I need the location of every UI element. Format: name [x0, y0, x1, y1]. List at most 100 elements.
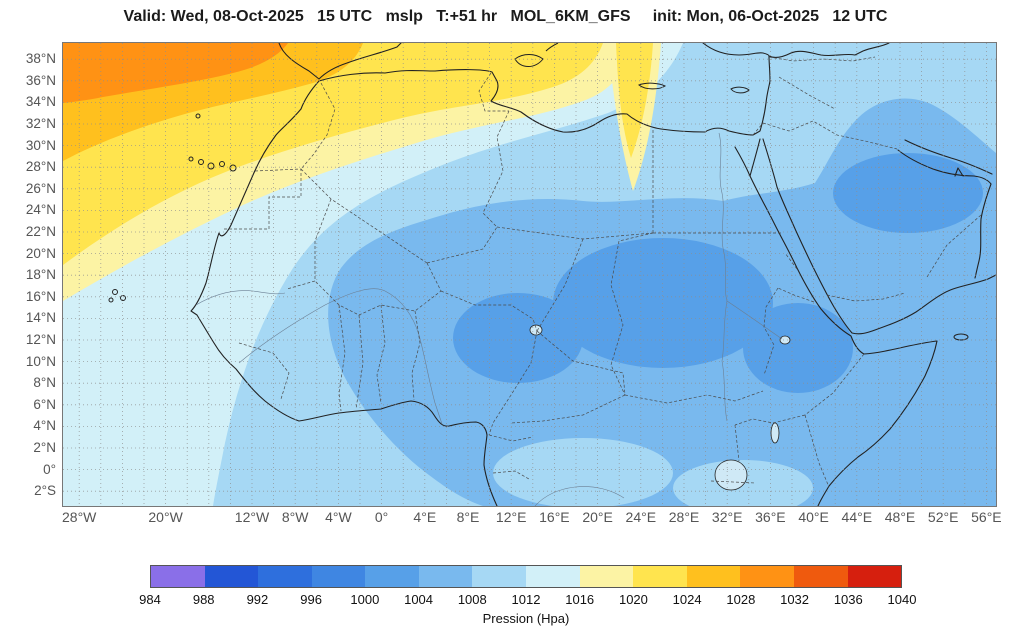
africa-atlantic-coastline [190, 80, 498, 506]
colorbar-tick: 1012 [511, 592, 541, 607]
lon-tick-label: 8°E [456, 509, 480, 525]
arabia-coastline [762, 138, 996, 335]
colorbar-segment [365, 566, 419, 587]
lon-tick-label: 0° [374, 509, 389, 525]
colorbar-tick: 1004 [404, 592, 434, 607]
lat-tick-label: 22°N [25, 224, 56, 239]
lat-tick-label: 16°N [25, 288, 56, 304]
redsea-west-somalia-coastline [749, 175, 938, 506]
lon-tick-label: 12°W [234, 509, 270, 525]
colorbar-tick: 1020 [618, 592, 648, 607]
lake-tana [779, 335, 791, 345]
lon-tick-label: 28°E [668, 509, 700, 525]
lat-tick-label: 36°N [25, 72, 56, 88]
colorbar-segment [418, 566, 473, 587]
field-1000-1004-arabia [833, 153, 983, 233]
turkey-coastline [702, 43, 890, 58]
colorbar-caption: Pression (Hpa) [482, 611, 570, 626]
colorbar-segment [740, 566, 794, 587]
lon-tick-label: 32°E [711, 509, 743, 525]
lat-tick-label: 28°N [25, 159, 56, 175]
colorbar-segment [204, 566, 259, 587]
colorbar-segment [579, 566, 634, 587]
congo-river [534, 486, 625, 506]
lon-tick-label: 52°E [927, 509, 959, 525]
colorbar-segment [151, 566, 205, 587]
lat-tick-label: 38°N [25, 51, 56, 67]
lon-tick-label: 4°W [325, 509, 352, 525]
blue-nile-river [726, 300, 783, 340]
nile-river [718, 132, 728, 422]
colorbar-tick: 1024 [672, 592, 702, 607]
lat-tick-label: 34°N [25, 94, 56, 110]
colorbar-gradient [150, 565, 902, 588]
lat-axis: 38°N 36°N 34°N 32°N 30°N 28°N 26°N 24°N 22°N 20°N… [0, 43, 58, 506]
lat-tick-label: 30°N [25, 137, 56, 153]
lat-tick-label: 2°S [34, 483, 56, 499]
lon-tick-label: 48°E [884, 509, 916, 525]
lat-tick-label: 10°N [25, 353, 56, 369]
lon-tick-label: 28°W [61, 509, 97, 525]
colorbar-tick: 1008 [457, 592, 487, 607]
lon-tick-label: 16°E [539, 509, 570, 525]
lon-tick-label: 20°W [148, 509, 183, 525]
socotra-island [953, 333, 969, 341]
lon-tick-label: 20°E [582, 509, 613, 525]
page-title: Valid: Wed, 08-Oct-2025 15 UTC mslp T:+5… [123, 8, 888, 25]
lon-tick-label: 56°E [971, 509, 1002, 525]
lon-tick-label: 8°W [281, 509, 309, 525]
colorbar-tick: 1040 [887, 592, 917, 607]
colorbar-tick: 1000 [350, 592, 380, 607]
field-1000-1004-niger [453, 293, 583, 383]
senegal-river [195, 290, 286, 306]
lon-tick-label: 36°E [755, 509, 786, 525]
lat-tick-label: 24°N [25, 202, 56, 218]
lat-tick-label: 14°N [25, 310, 56, 326]
canary-islands [188, 113, 237, 172]
rivers [195, 132, 783, 506]
lon-tick-label: 44°E [841, 509, 873, 525]
map-area [62, 42, 997, 507]
lon-axis: 28°W 20°W 12°W 8°W 4°W 0° 4°E 8°E 12°E 16°E 20°E 24… [61, 509, 1002, 531]
africa-mediterranean-coastline [318, 55, 771, 136]
pressure-map-image [63, 43, 996, 506]
lat-tick-label: 4°N [33, 418, 56, 434]
lat-tick-label: 26°N [25, 180, 56, 196]
field-1020-1024-sidra-wedge [616, 43, 653, 158]
lake-turkana [770, 422, 780, 444]
lat-tick-label: 6°N [33, 396, 56, 412]
lat-tick-label: 12°N [25, 332, 56, 347]
lake-victoria [714, 459, 748, 491]
colorbar-tick: 984 [139, 592, 161, 607]
colorbar-segment [258, 566, 312, 587]
sinai-coastline [734, 138, 761, 177]
colorbar-tick: 996 [300, 592, 322, 607]
persian-gulf-coastline [897, 139, 993, 279]
lat-tick-label: 2°N [33, 440, 56, 455]
colorbar: 984 988 992 996 1000 1004 1008 1012 1016 1020 1024… [139, 565, 916, 626]
country-borders [224, 56, 982, 488]
field-1008-1012-congo [493, 438, 673, 506]
colorbar-segment [633, 566, 687, 587]
lon-tick-label: 40°E [798, 509, 829, 525]
lon-tick-label: 24°E [625, 509, 657, 525]
lat-tick-label: 8°N [33, 375, 56, 391]
cape-verde-islands [108, 289, 126, 303]
colorbar-tick: 992 [246, 592, 269, 607]
colorbar-tick: 1016 [565, 592, 595, 607]
colorbar-segment [311, 566, 366, 587]
colorbar-segment [472, 566, 527, 587]
lon-tick-label: 4°E [413, 509, 437, 525]
colorbar-segment [847, 566, 902, 587]
field-1000-1004-ethiopia [743, 303, 853, 393]
lon-tick-label: 12°E [495, 509, 527, 525]
field-1028-1032-core [63, 43, 288, 103]
colorbar-tick-labels: 984 988 992 996 1000 1004 1008 1012 1016 1020 1024… [139, 592, 916, 609]
colorbar-segment [793, 566, 848, 587]
colorbar-segment [686, 566, 741, 587]
colorbar-tick: 1032 [780, 592, 810, 607]
lat-tick-label: 20°N [25, 245, 56, 261]
colorbar-tick: 1036 [833, 592, 863, 607]
lake-chad [529, 324, 543, 336]
lat-tick-label: 18°N [25, 267, 56, 283]
